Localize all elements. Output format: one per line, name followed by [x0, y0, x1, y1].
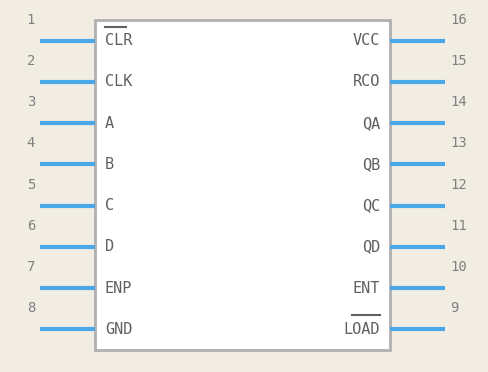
Text: VCC: VCC [353, 33, 380, 48]
Text: 5: 5 [27, 177, 35, 192]
Text: 15: 15 [450, 54, 467, 68]
Text: 13: 13 [450, 137, 467, 150]
Text: GND: GND [105, 322, 132, 337]
Text: QA: QA [362, 116, 380, 131]
Text: 6: 6 [27, 219, 35, 233]
Bar [95, 20, 390, 350]
Text: 4: 4 [27, 137, 35, 150]
Text: 8: 8 [27, 301, 35, 315]
Text: QC: QC [362, 198, 380, 213]
Text: A: A [105, 116, 114, 131]
Text: ENP: ENP [105, 280, 132, 296]
Text: 14: 14 [450, 95, 467, 109]
Text: 12: 12 [450, 177, 467, 192]
Text: 10: 10 [450, 260, 467, 274]
Text: D: D [105, 239, 114, 254]
Text: CLK: CLK [105, 74, 132, 89]
Text: C: C [105, 198, 114, 213]
Text: 7: 7 [27, 260, 35, 274]
Text: 9: 9 [450, 301, 458, 315]
Text: ENT: ENT [353, 280, 380, 296]
Text: B: B [105, 157, 114, 172]
Text: 1: 1 [27, 13, 35, 27]
Text: RCO: RCO [353, 74, 380, 89]
Text: LOAD: LOAD [344, 322, 380, 337]
Text: 3: 3 [27, 95, 35, 109]
Text: 11: 11 [450, 219, 467, 233]
Text: CLR: CLR [105, 33, 132, 48]
Text: QB: QB [362, 157, 380, 172]
Text: 2: 2 [27, 54, 35, 68]
Text: 16: 16 [450, 13, 467, 27]
Text: QD: QD [362, 239, 380, 254]
